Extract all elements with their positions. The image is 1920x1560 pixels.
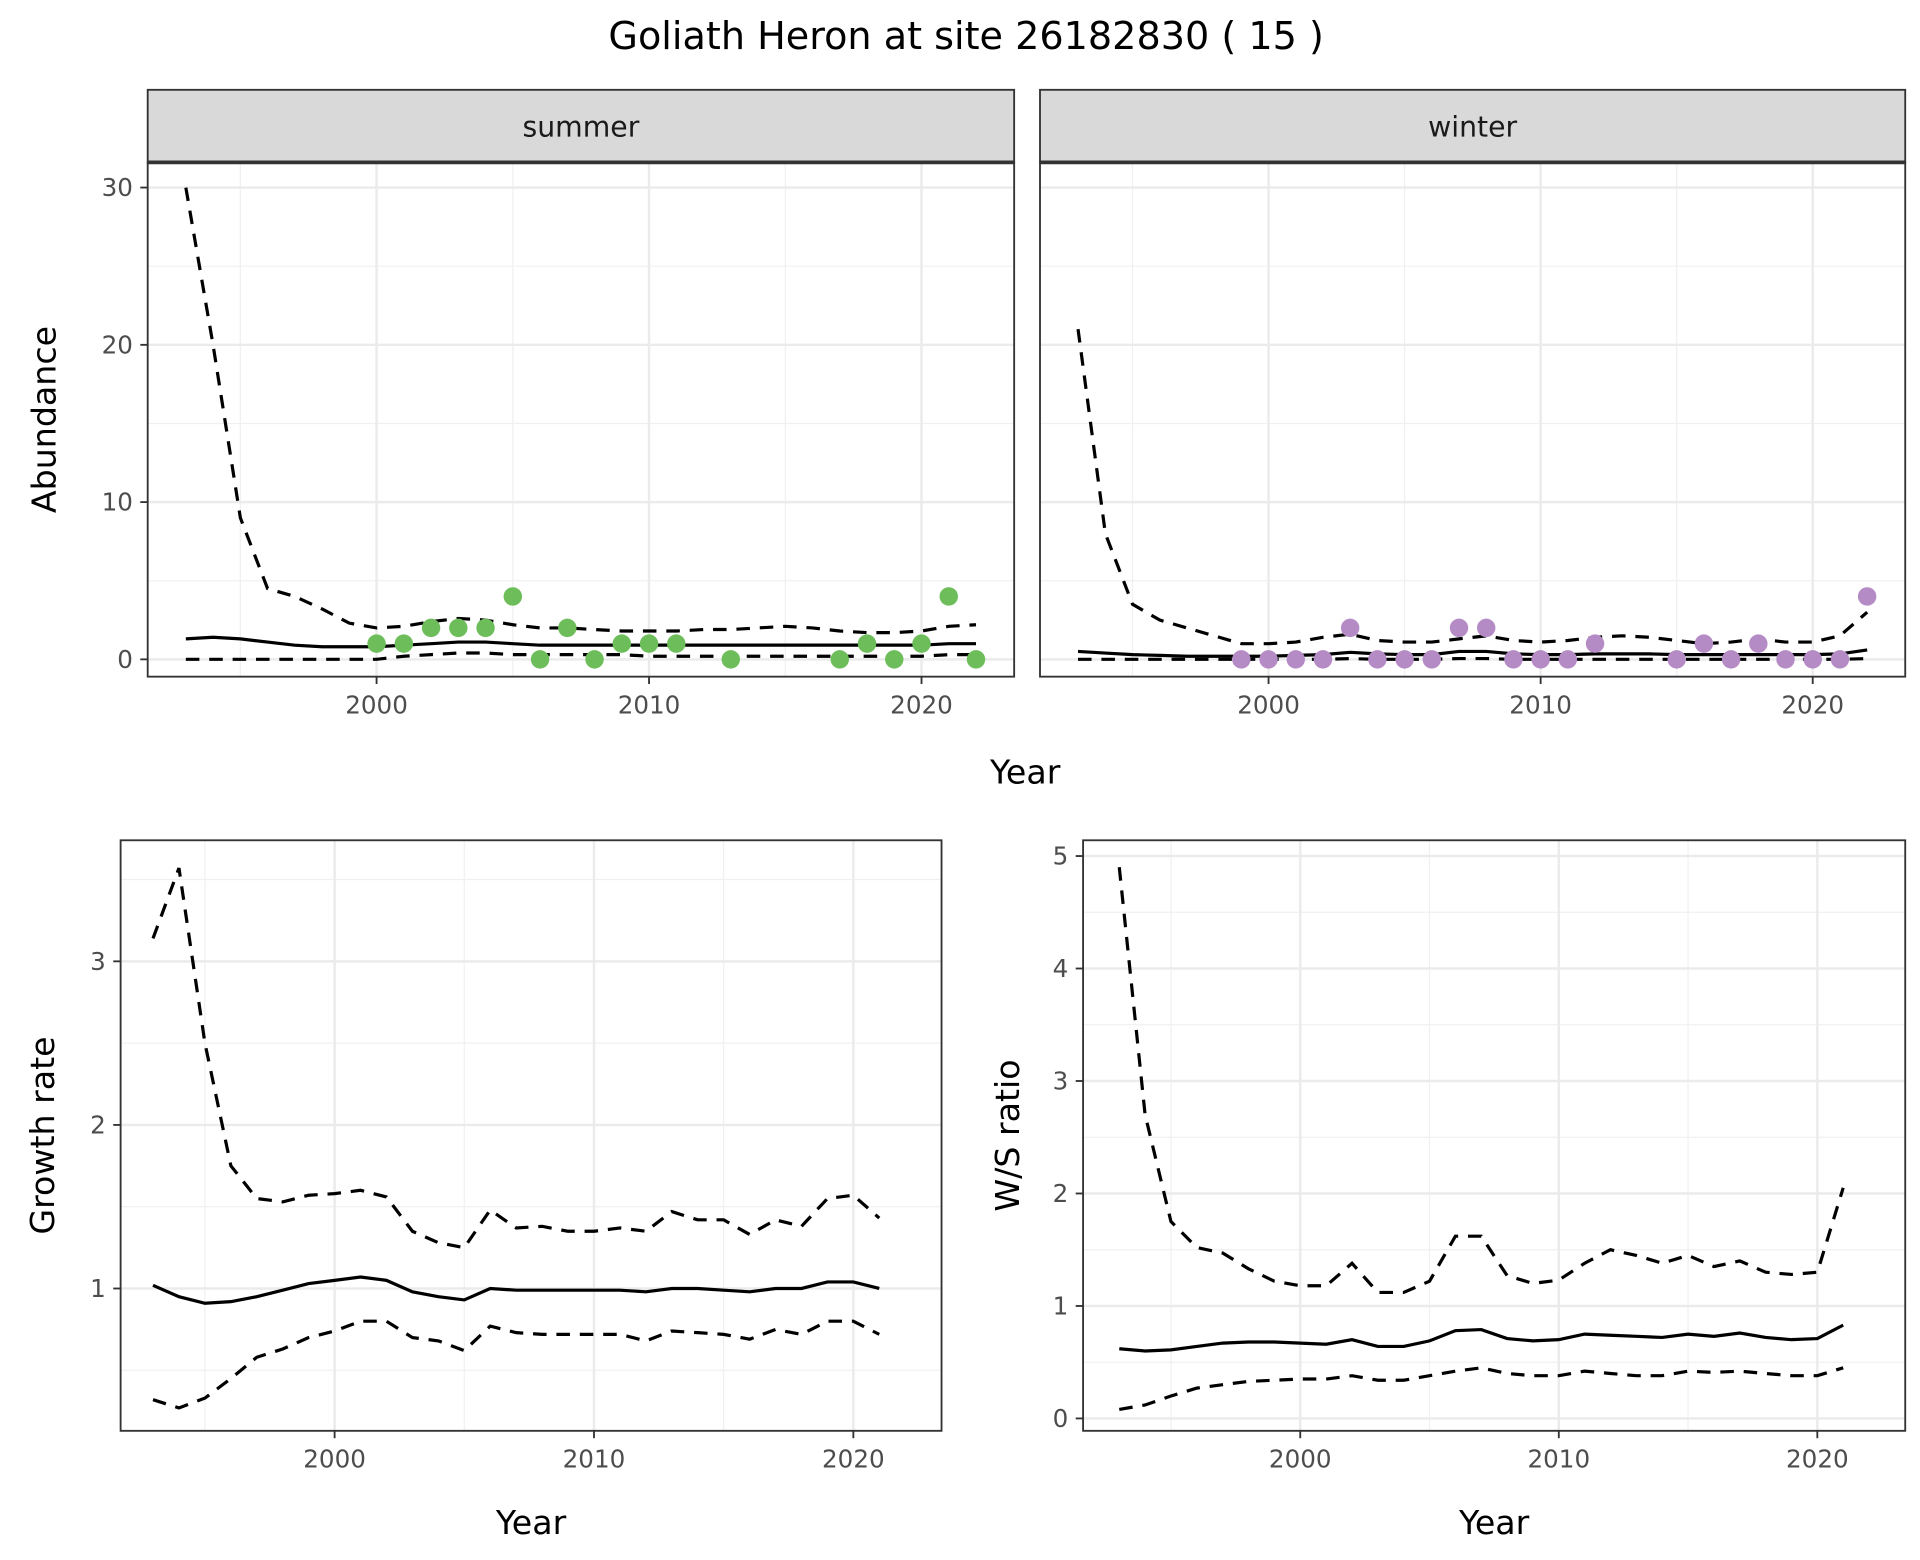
data-point [1395, 650, 1414, 669]
facet-label: summer [522, 111, 639, 144]
panel-winter: winter 2000 2010 2020 [1039, 88, 1907, 720]
data-point [1585, 634, 1605, 653]
data-point [857, 634, 877, 653]
data-point [585, 650, 604, 669]
data-point [1667, 650, 1686, 669]
x-tick-label: 2010 [1509, 691, 1572, 720]
y-tick-label: 10 [102, 488, 133, 517]
x-axis-title-shared: Year [989, 753, 1061, 792]
x-tick-label: 2020 [890, 691, 953, 720]
data-point [939, 587, 958, 606]
data-point [1449, 618, 1469, 638]
facet-strip [1039, 88, 1907, 164]
y-axis-title: Abundance [24, 326, 63, 513]
y-tick-label: 0 [1053, 1404, 1069, 1433]
x-tick-label: 2010 [1527, 1445, 1590, 1474]
y-tick-label: 1 [90, 1274, 106, 1303]
plot-background [147, 162, 1015, 677]
data-point [1531, 650, 1550, 669]
panel-summer: summer 2000 2010 2020 0 10 20 30 Abundance [24, 88, 1016, 720]
panel-plot-3: 2000 2010 2020 0 1 2 3 4 5 Year W/S ratio [988, 839, 1907, 1542]
x-axis-title: Year [495, 1503, 567, 1542]
data-point [1340, 618, 1360, 638]
data-point [1259, 650, 1278, 669]
plot-background [120, 840, 942, 1431]
x-axis-title: Year [1458, 1503, 1530, 1542]
y-tick-label: 2 [1053, 1179, 1069, 1208]
lower-bound-line [152, 1319, 880, 1410]
data-point [1776, 650, 1795, 669]
data-point [1749, 634, 1768, 653]
data-point [612, 634, 632, 653]
x-tick-label: 2020 [822, 1445, 885, 1474]
y-tick-label: 2 [90, 1111, 106, 1140]
y-tick-label: 0 [117, 645, 133, 674]
data-point [1476, 618, 1496, 638]
data-point [476, 618, 495, 638]
data-point [1313, 650, 1333, 669]
x-tick-label: 2000 [1269, 1445, 1332, 1474]
y-axis-title: W/S ratio [988, 1059, 1027, 1211]
data-point [667, 634, 686, 653]
x-tick-label: 2020 [1781, 691, 1844, 720]
data-point [1422, 650, 1442, 669]
data-point [912, 634, 931, 653]
x-tick-label: 2000 [345, 691, 408, 720]
upper-bound-line [184, 187, 977, 635]
panel-border [119, 839, 943, 1432]
upper-bound-line [1117, 867, 1845, 1295]
data-point [1232, 650, 1251, 669]
data-point [530, 650, 550, 669]
x-tick-label: 2010 [563, 1445, 626, 1474]
y-axis-title: Growth rate [23, 1036, 62, 1234]
data-point [639, 634, 659, 653]
data-point [1694, 634, 1714, 653]
data-point [421, 618, 441, 638]
x-tick-label: 2000 [1237, 691, 1300, 720]
data-point [830, 650, 850, 669]
y-tick-label: 1 [1053, 1292, 1069, 1321]
data-point [1721, 650, 1741, 669]
data-point [1857, 587, 1877, 606]
y-tick-label: 20 [102, 330, 133, 359]
y-tick-label: 30 [102, 173, 133, 202]
x-tick-label: 2010 [618, 691, 681, 720]
data-point [558, 618, 577, 638]
panel-border [1082, 839, 1907, 1432]
data-point [1558, 650, 1578, 669]
data-point [1803, 650, 1822, 669]
data-point [394, 634, 414, 653]
y-tick-label: 3 [90, 947, 106, 976]
data-point [1368, 650, 1387, 669]
figure-title: Goliath Heron at site 26182830 ( 15 ) [608, 14, 1323, 58]
mean-line [1119, 1323, 1844, 1353]
data-point [449, 618, 468, 638]
lower-bound-line [1118, 1366, 1844, 1411]
data-point [1830, 650, 1850, 669]
upper-bound-line [1076, 328, 1869, 646]
data-point [1504, 650, 1523, 669]
x-tick-label: 2020 [1786, 1445, 1849, 1474]
y-tick-label: 5 [1053, 842, 1069, 871]
data-point [966, 650, 986, 669]
data-point [721, 650, 741, 669]
data-point [885, 650, 904, 669]
data-point [1286, 650, 1305, 669]
panel-plot-2: 2000 2010 2020 1 2 3 Year Growth rate [23, 839, 943, 1542]
plot-background [1040, 162, 1906, 677]
plot-background [1083, 840, 1906, 1431]
facet-label: winter [1428, 111, 1517, 144]
mean-line [185, 635, 976, 649]
mean-line [152, 1275, 880, 1305]
data-point [503, 587, 523, 606]
upper-bound-line [151, 867, 881, 1250]
data-point [367, 634, 386, 653]
y-tick-label: 4 [1053, 954, 1069, 983]
y-tick-label: 3 [1053, 1067, 1069, 1096]
x-tick-label: 2000 [303, 1445, 366, 1474]
